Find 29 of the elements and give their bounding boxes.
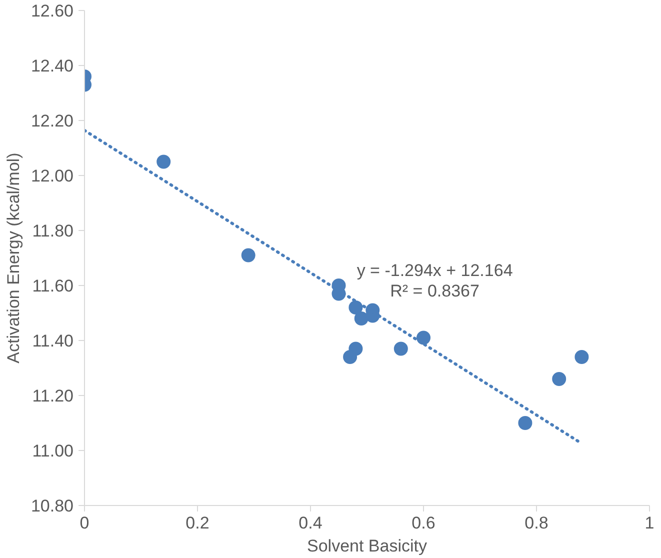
annotation: y = -1.294x + 12.164	[356, 260, 513, 280]
point	[156, 154, 171, 169]
y-tick-label: 11.00	[32, 442, 74, 460]
x-tick-label: 1	[644, 514, 654, 532]
point	[394, 342, 408, 356]
y-tick-label: 12.60	[30, 2, 74, 20]
point	[518, 416, 532, 430]
y-tick-label: 10.80	[30, 496, 74, 516]
point	[241, 248, 256, 262]
y-tick-label: 12.20	[30, 112, 74, 130]
y-tick-label: 12.00	[30, 166, 74, 186]
y-axis-title: Activation Energy (kcal/mol)	[4, 152, 23, 364]
point	[343, 350, 358, 364]
y-tick-label: 11.40	[32, 332, 74, 350]
y-tick-label: 11.80	[32, 222, 74, 240]
x-axis-title: Solvent Basicity	[307, 536, 428, 556]
x-tick-label: 0	[80, 514, 90, 532]
y-tick-label: 11.60	[32, 276, 74, 296]
point	[574, 350, 589, 364]
point	[416, 330, 430, 345]
annotation: R² = 0.8367	[390, 282, 480, 300]
x-tick-label: 0.6	[412, 514, 436, 532]
y-tick-label: 12.40	[30, 56, 74, 76]
point	[552, 372, 566, 386]
x-tick-label: 0.2	[186, 514, 210, 532]
x-tick-label: 0.8	[524, 514, 548, 532]
x-tick-label: 0.4	[298, 514, 322, 532]
point	[354, 312, 368, 326]
y-tick-label: 11.20	[32, 386, 74, 406]
